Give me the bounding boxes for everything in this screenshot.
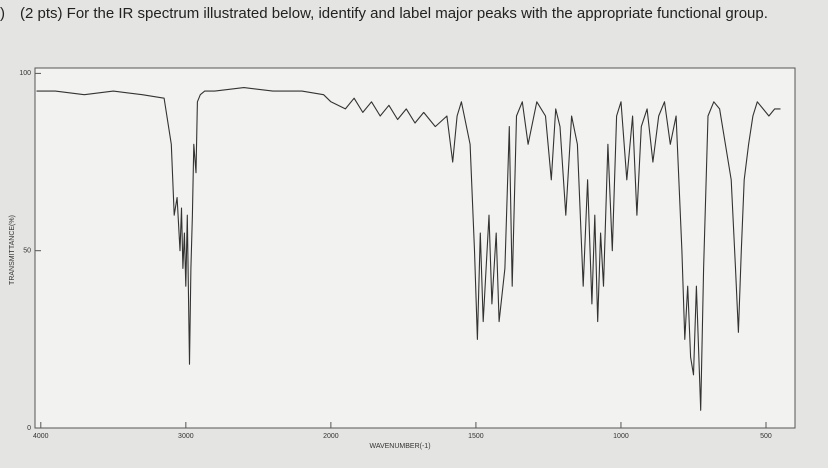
x-tick-label: 1000 (613, 433, 629, 440)
x-tick-label: 1500 (468, 433, 484, 440)
item-marker: ) (0, 5, 5, 22)
y-tick-label: 100 (19, 70, 31, 77)
x-tick-label: 2000 (323, 433, 339, 440)
x-tick-label: 3000 (178, 433, 194, 440)
x-tick-label: 4000 (33, 433, 49, 440)
y-tick-label: 0 (27, 425, 31, 432)
x-tick-label: 500 (760, 433, 772, 440)
spectrum-line (36, 87, 781, 411)
x-axis-label: WAVENUMBER(-1) (369, 443, 430, 450)
chart: TRANSMITTANCE(%) WAVENUMBER(-1) 0 50 100 40… (9, 67, 796, 450)
question-text: (2 pts) For the IR spectrum illustrated … (20, 5, 768, 22)
y-axis-label: TRANSMITTANCE(%) (9, 215, 16, 285)
y-tick-label: 50 (23, 248, 31, 255)
question: ) (2 pts) For the IR spectrum illustrate… (0, 4, 822, 23)
